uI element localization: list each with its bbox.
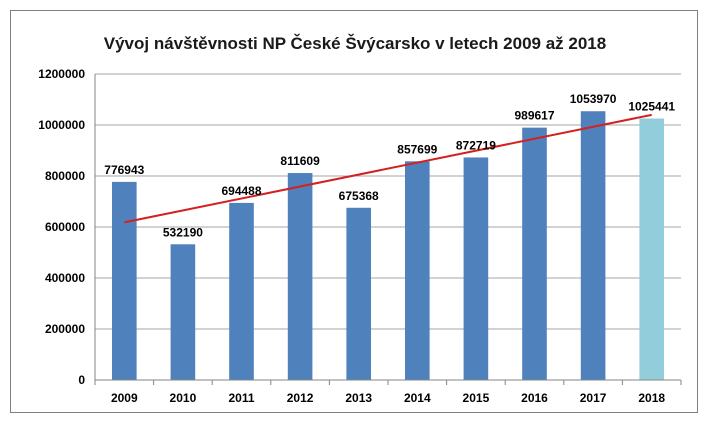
bar-2016 (522, 127, 547, 380)
bar-2011 (229, 202, 254, 380)
bar-2009 (111, 181, 137, 380)
y-tick-label: 600000 (45, 220, 85, 234)
trendline-line (124, 113, 652, 224)
x-tick-label: 2014 (404, 391, 431, 405)
x-tick-label: 2012 (287, 391, 314, 405)
y-tick-label: 1200000 (38, 67, 85, 81)
y-axis: 0 200000 400000 600000 800000 1000000 1200000 (38, 67, 96, 387)
data-label: 694488 (221, 184, 261, 198)
bar-2017 (580, 111, 606, 381)
data-label: 532190 (163, 225, 203, 239)
x-tick-label: 2017 (580, 391, 607, 405)
chart-title: Vývoj návštěvnosti NP České Švýcarsko v … (104, 34, 606, 53)
bar-chart: Vývoj návštěvnosti NP České Švýcarsko v … (38, 34, 682, 405)
data-label: 857699 (397, 142, 437, 156)
trendline (124, 113, 652, 224)
y-tick-label: 200000 (45, 322, 85, 336)
bars (111, 111, 665, 381)
x-tick-label: 2013 (345, 391, 372, 405)
x-tick-label: 2011 (228, 391, 254, 405)
x-tick-label: 2009 (111, 391, 138, 405)
data-label: 872719 (456, 138, 496, 152)
bar-2013 (346, 207, 372, 380)
data-label: 675368 (339, 189, 379, 203)
x-tick-label: 2015 (463, 391, 490, 405)
data-label: 989617 (514, 109, 554, 123)
x-tick-label: 2010 (170, 391, 197, 405)
data-label: 776943 (104, 163, 144, 177)
y-tick-label: 800000 (45, 169, 85, 183)
x-axis: 2009 2010 2011 2012 2013 2014 2015 2016 2017 2018 (94, 379, 682, 405)
data-label: 811609 (280, 154, 320, 168)
x-tick-label: 2016 (521, 391, 548, 405)
x-tick-label: 2018 (638, 391, 665, 405)
bar-2012 (287, 173, 313, 380)
y-tick-label: 400000 (45, 271, 85, 285)
bar-2014 (404, 161, 430, 380)
data-label: 1053970 (570, 92, 617, 106)
data-label: 1025441 (628, 100, 675, 114)
y-tick-label: 0 (78, 373, 85, 387)
y-tick-label: 1000000 (38, 118, 85, 132)
bar-2018 (639, 118, 665, 380)
bar-2010 (170, 244, 196, 380)
chart-frame: Vývoj návštěvnosti NP České Švýcarsko v … (10, 10, 698, 413)
data-labels: 776943 532190 694488 811609 675368 857699 8727… (104, 92, 675, 239)
bar-2015 (463, 157, 489, 380)
